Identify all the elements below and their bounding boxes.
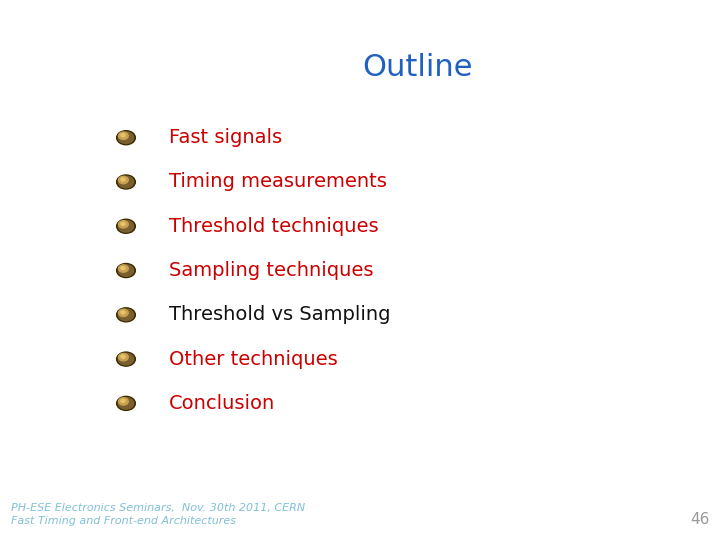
Circle shape [119, 132, 128, 139]
Circle shape [119, 221, 128, 228]
Text: 46: 46 [690, 511, 709, 526]
Circle shape [121, 178, 125, 181]
Circle shape [119, 309, 128, 316]
Circle shape [121, 134, 125, 137]
Text: Fast signals: Fast signals [169, 128, 282, 147]
Circle shape [117, 264, 135, 278]
Text: Threshold techniques: Threshold techniques [169, 217, 379, 236]
Circle shape [118, 309, 134, 321]
Circle shape [119, 398, 128, 405]
Circle shape [121, 222, 125, 225]
Text: Other techniques: Other techniques [169, 349, 338, 369]
Circle shape [118, 353, 134, 365]
Text: Conclusion: Conclusion [169, 394, 276, 413]
Circle shape [121, 311, 125, 314]
Circle shape [119, 177, 128, 184]
Circle shape [121, 267, 125, 269]
Circle shape [117, 396, 135, 410]
Circle shape [118, 132, 134, 144]
Circle shape [121, 400, 125, 402]
Circle shape [117, 131, 135, 145]
Circle shape [118, 397, 134, 409]
Circle shape [119, 354, 128, 361]
Text: PH-ESE Electronics Seminars,  Nov. 30th 2011, CERN
Fast Timing and Front-end Arc: PH-ESE Electronics Seminars, Nov. 30th 2… [11, 503, 305, 526]
Text: Outline: Outline [362, 53, 473, 82]
Circle shape [117, 175, 135, 189]
Circle shape [119, 265, 128, 272]
Text: Sampling techniques: Sampling techniques [169, 261, 374, 280]
Circle shape [118, 265, 134, 276]
Circle shape [117, 308, 135, 322]
Circle shape [117, 219, 135, 233]
Circle shape [118, 176, 134, 188]
Circle shape [118, 220, 134, 232]
Circle shape [121, 355, 125, 358]
Text: Threshold vs Sampling: Threshold vs Sampling [169, 305, 391, 325]
Circle shape [117, 352, 135, 366]
Text: Timing measurements: Timing measurements [169, 172, 387, 192]
